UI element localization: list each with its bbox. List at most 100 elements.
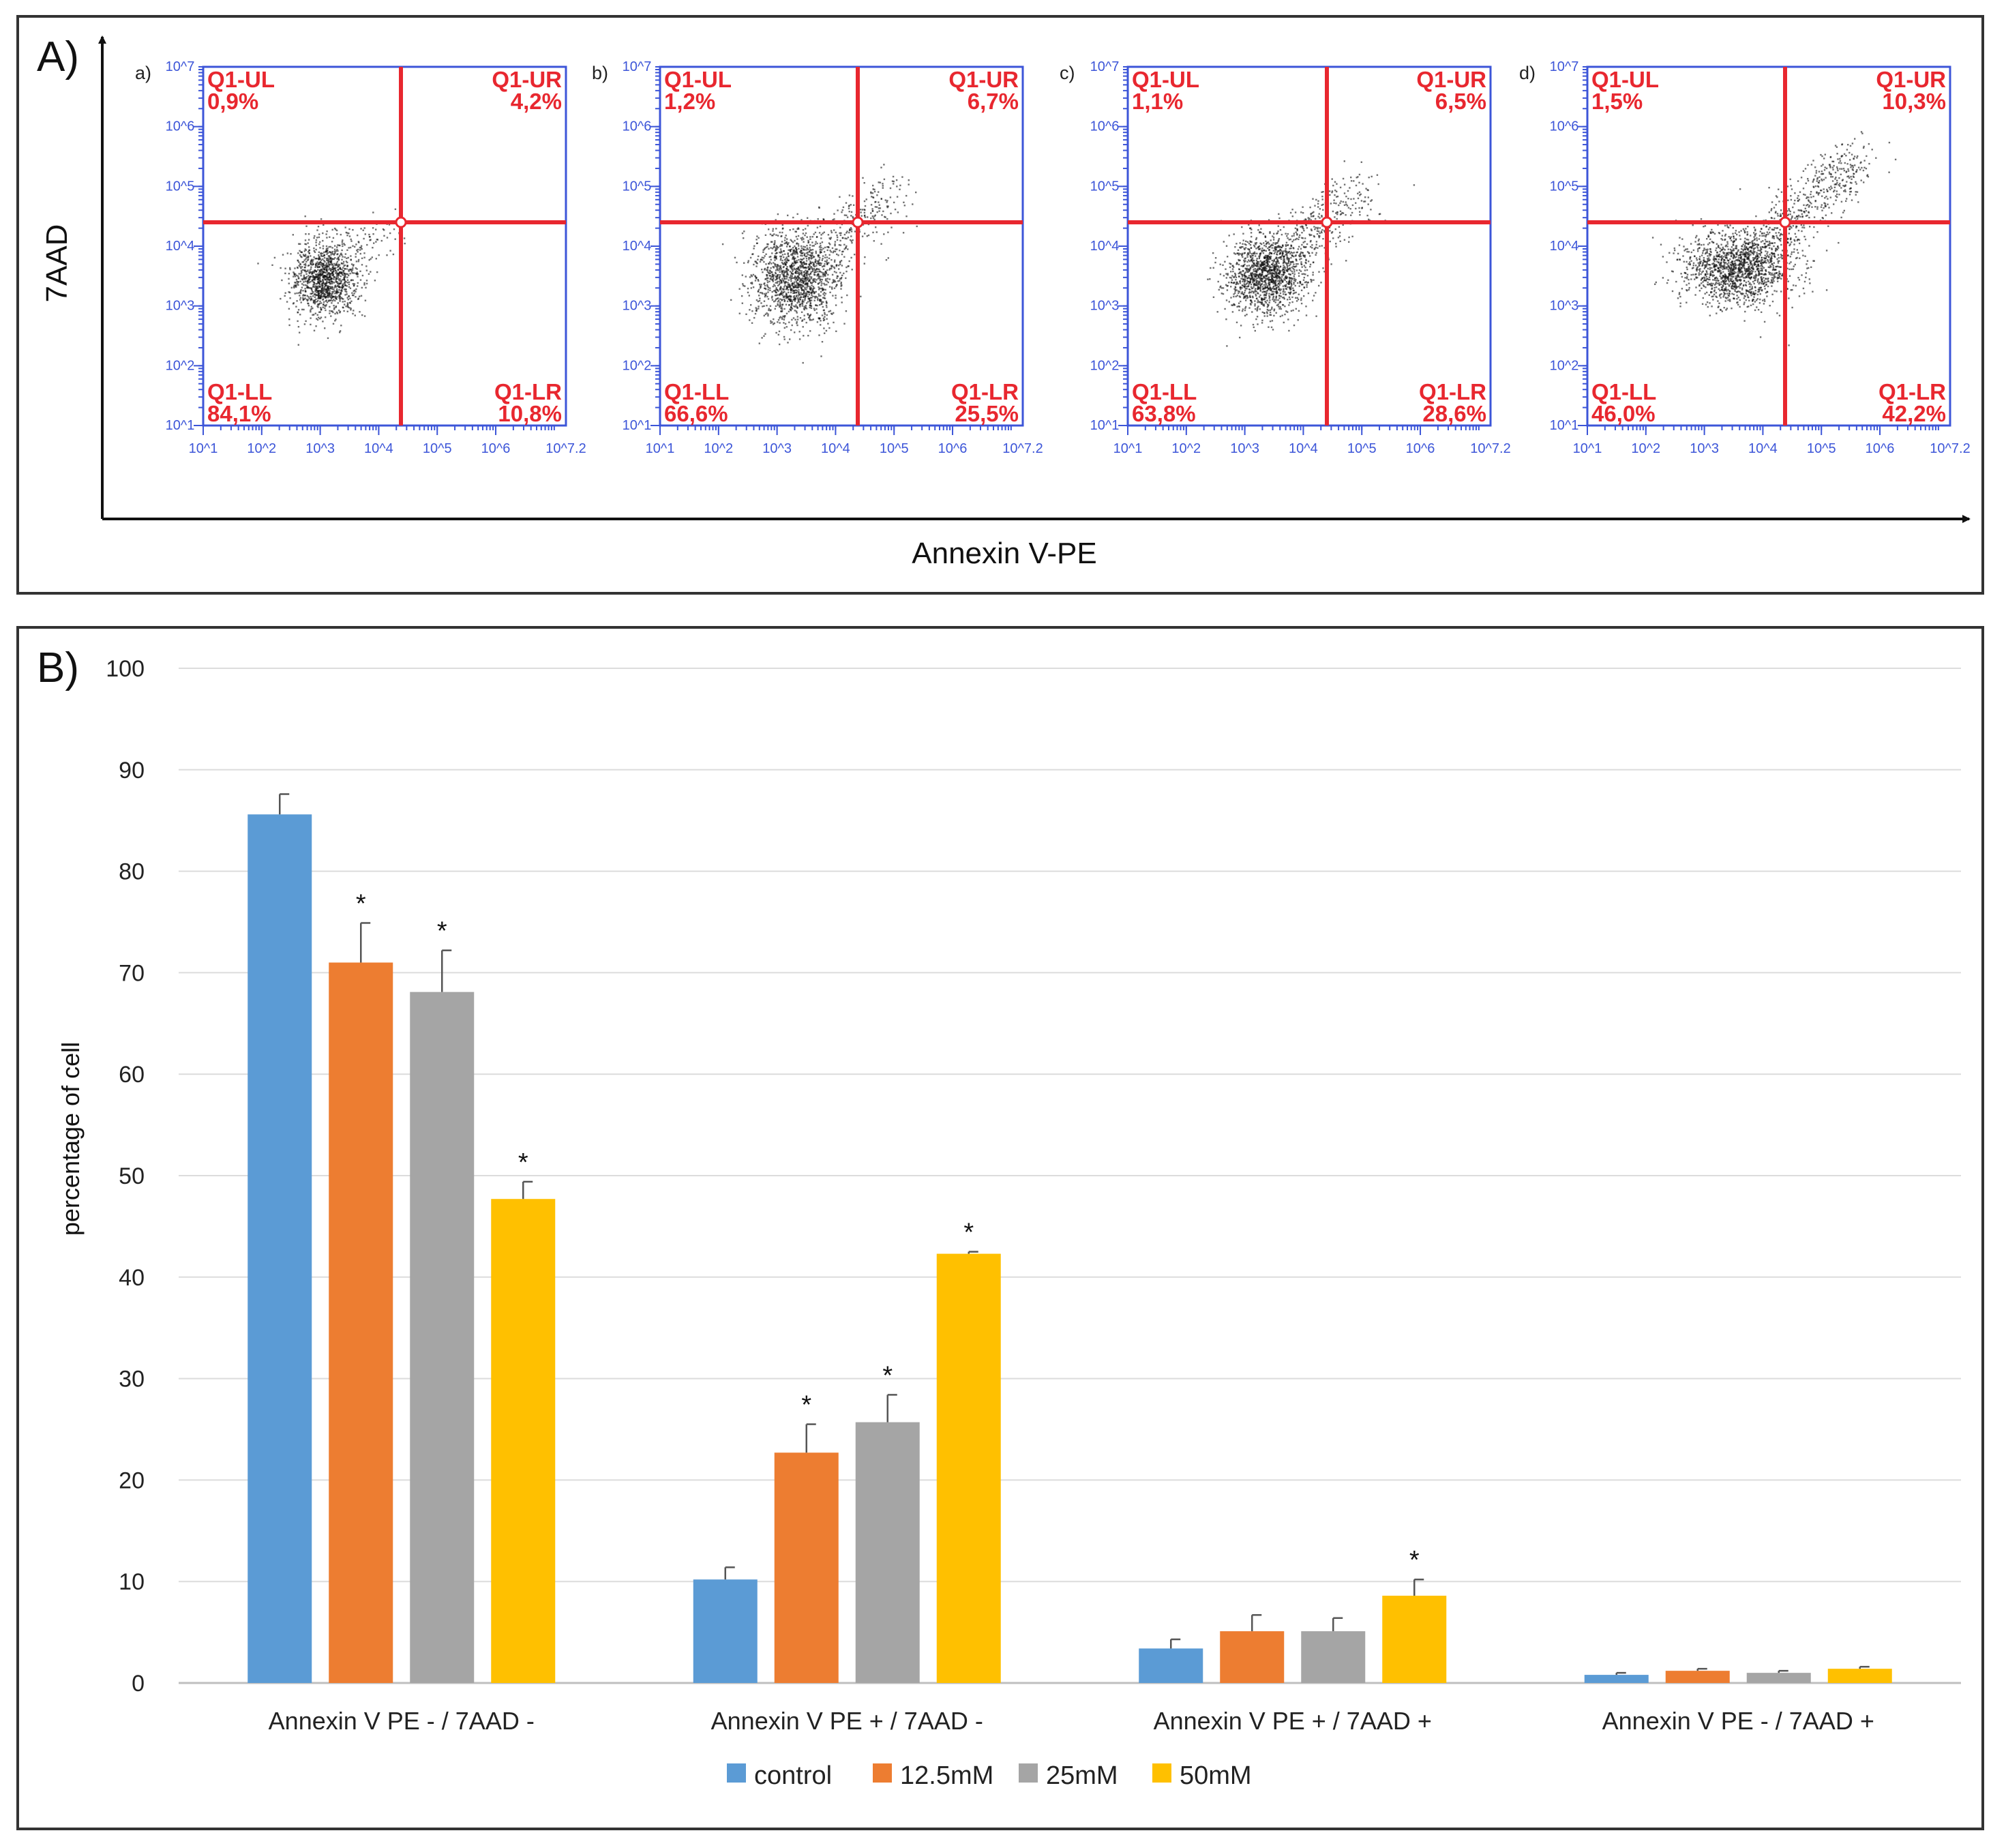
quadrant-ur-name: Q1-UR — [948, 67, 1019, 92]
x-tick-label: 10^6 — [481, 441, 511, 456]
y-tick-label: 30 — [119, 1367, 145, 1392]
quadrant-ul-name: Q1-UL — [1591, 67, 1659, 92]
quadrant-ur-value: 6,7% — [968, 89, 1019, 114]
flow-plot: d) 10^1 10^2 10^3 10^4 10^5 10^6 10^7 10^1 10^2 10… — [1519, 59, 1971, 456]
plot-label: a) — [135, 63, 151, 83]
y-tick-label: 70 — [119, 960, 145, 986]
bar — [1139, 1648, 1203, 1683]
y-tick-label: 10^4 — [623, 239, 652, 254]
y-tick-label: 10^2 — [1550, 358, 1579, 373]
y-tick-label: 10^3 — [1550, 299, 1579, 314]
x-tick-label: 10^1 — [1573, 441, 1602, 456]
plot-frame — [202, 65, 567, 427]
x-tick-label: 10^5 — [1807, 441, 1836, 456]
category-label: Annexin V PE - / 7AAD - — [269, 1707, 535, 1735]
y-tick-label: 10^2 — [623, 358, 652, 373]
y-tick-label: 90 — [119, 758, 145, 784]
plot-frame — [1586, 65, 1951, 427]
x-tick-label: 10^2 — [1171, 441, 1201, 456]
quadrant-ll-name: Q1-LL — [1132, 379, 1197, 404]
panel-a: A) 7AAD Annexin V-PE a) 10^1 10^2 10^3 10^4 1… — [16, 15, 1984, 595]
x-axis-title: Annexin V-PE — [912, 537, 1097, 570]
bar — [1584, 1675, 1649, 1683]
y-tick-label: 10^7 — [166, 59, 195, 74]
bar — [1301, 1631, 1366, 1683]
legend: control 12.5mM 25mM 50mM — [727, 1761, 1252, 1790]
legend-label: 12.5mM — [900, 1761, 993, 1790]
bar — [248, 814, 312, 1683]
x-tick-label: 10^1 — [189, 441, 218, 456]
x-tick-label: 10^6 — [938, 441, 968, 456]
bar — [410, 992, 475, 1683]
x-tick-label: 10^4 — [1748, 441, 1778, 456]
y-tick-label: 10^3 — [1090, 299, 1120, 314]
legend-swatch — [1152, 1763, 1171, 1783]
quadrant-ul-name: Q1-UL — [664, 67, 732, 92]
quadrant-ul-name: Q1-UL — [1132, 67, 1199, 92]
y-tick-label: 10^6 — [1090, 119, 1120, 134]
legend-label: control — [754, 1761, 832, 1790]
quadrant-lr-name: Q1-LR — [951, 379, 1019, 404]
event-dots — [257, 208, 406, 346]
significance-star: * — [963, 1219, 974, 1247]
y-tick-label: 10^3 — [623, 299, 652, 314]
y-tick-label: 10^7 — [1090, 59, 1120, 74]
quadrant-ur-value: 4,2% — [511, 89, 562, 114]
y-tick-label: 10^6 — [166, 119, 195, 134]
quadrant-lr-name: Q1-LR — [494, 379, 562, 404]
x-tick-label: 10^2 — [247, 441, 276, 456]
y-tick-label: 60 — [119, 1062, 145, 1088]
grid: 0 10 20 30 40 50 60 70 80 90 100 — [106, 656, 1961, 1697]
flow-plots: a) 10^1 10^2 10^3 10^4 10^5 10^6 10^7 10^1 10^2 10… — [135, 59, 1971, 456]
y-tick-label: 80 — [119, 859, 145, 885]
quadrant-ur-name: Q1-UR — [1876, 67, 1946, 92]
x-tick-label: 10^6 — [1866, 441, 1895, 456]
y-tick-label: 10^5 — [166, 179, 195, 194]
plot-label: d) — [1519, 63, 1536, 83]
gate-center-handle — [852, 216, 864, 228]
significance-star: * — [518, 1148, 528, 1177]
panel-a-label: A) — [37, 33, 79, 80]
flow-plot: b) 10^1 10^2 10^3 10^4 10^5 10^6 10^7 10^1 10^2 10… — [592, 59, 1043, 456]
bar — [1665, 1671, 1730, 1683]
x-tick-label: 10^3 — [1230, 441, 1259, 456]
x-tick-label: 10^7.2 — [1470, 441, 1510, 456]
flow-plot: a) 10^1 10^2 10^3 10^4 10^5 10^6 10^7 10^1 10^2 10… — [135, 59, 586, 456]
y-tick-label: 10^2 — [1090, 358, 1120, 373]
y-tick-label: 100 — [106, 656, 145, 682]
event-dots — [1207, 160, 1416, 347]
significance-star: * — [356, 889, 366, 918]
quadrant-lr-name: Q1-LR — [1878, 379, 1946, 404]
y-tick-label: 10^2 — [166, 358, 195, 373]
y-tick-label: 10^7 — [623, 59, 652, 74]
x-tick-label: 10^3 — [305, 441, 335, 456]
quadrant-ul-name: Q1-UL — [207, 67, 275, 92]
panel-b-label: B) — [37, 644, 79, 691]
y-tick-label: 10^4 — [1090, 239, 1120, 254]
quadrant-ur-value: 6,5% — [1435, 89, 1486, 114]
bar — [1382, 1596, 1447, 1683]
y-tick-label: 10^6 — [623, 119, 652, 134]
quadrant-ll-value: 84,1% — [207, 401, 271, 426]
quadrant-ul-value: 1,5% — [1591, 89, 1643, 114]
legend-swatch — [1019, 1763, 1038, 1783]
legend-swatch — [873, 1763, 892, 1783]
quadrant-ll-name: Q1-LL — [664, 379, 729, 404]
y-tick-label: 10^6 — [1550, 119, 1579, 134]
flow-plot: c) 10^1 10^2 10^3 10^4 10^5 10^6 10^7 10^1 10^2 10… — [1060, 59, 1511, 456]
y-tick-label: 10 — [119, 1569, 145, 1595]
panel-b: B) percentage of cell 0 10 20 30 40 50 60 70 80 9… — [16, 626, 1984, 1830]
x-tick-label: 10^7.2 — [545, 441, 586, 456]
plot-label: c) — [1060, 63, 1075, 83]
category-label: Annexin V PE - / 7AAD + — [1602, 1707, 1874, 1735]
y-tick-label: 50 — [119, 1163, 145, 1189]
bar — [1827, 1669, 1892, 1683]
y-tick-label: 10^7 — [1550, 59, 1579, 74]
quadrant-ul-value: 0,9% — [207, 89, 258, 114]
quadrant-ll-value: 66,6% — [664, 401, 728, 426]
y-tick-label: 10^4 — [166, 239, 195, 254]
y-tick-label: 0 — [132, 1671, 145, 1697]
quadrant-ll-value: 46,0% — [1591, 401, 1656, 426]
bar — [774, 1452, 839, 1683]
bar-chart: B) percentage of cell 0 10 20 30 40 50 60 70 80 9… — [37, 644, 1961, 1790]
